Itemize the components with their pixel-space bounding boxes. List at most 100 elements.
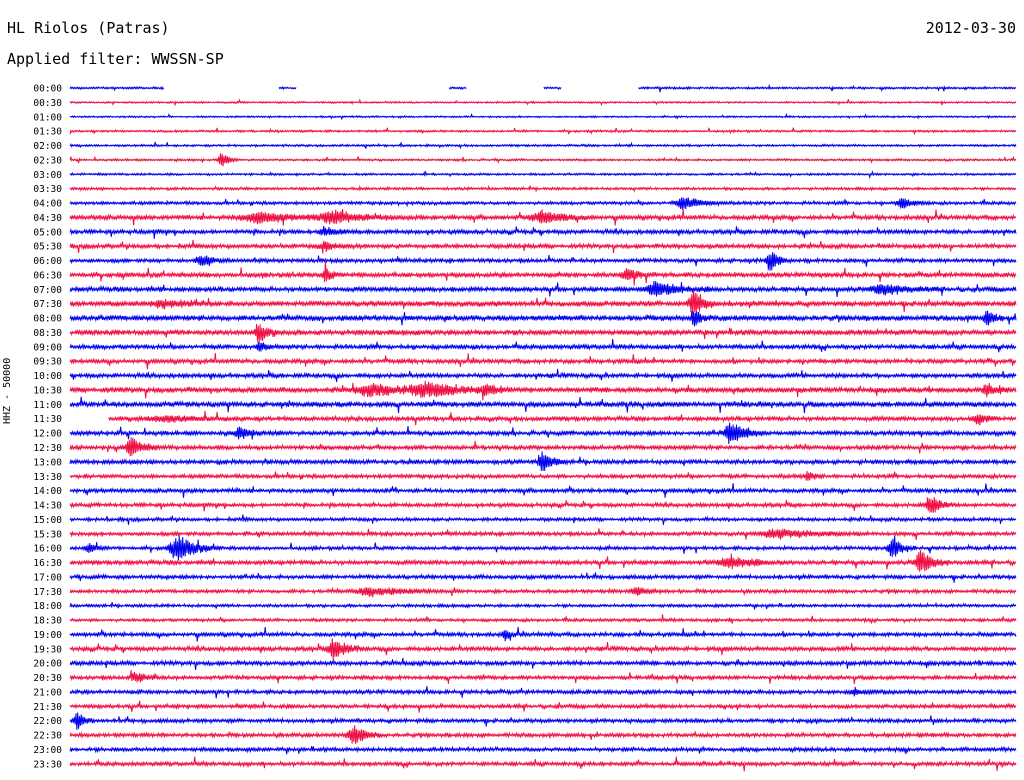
time-tick-1930: 19:30 bbox=[33, 644, 62, 655]
time-tick-1030: 10:30 bbox=[33, 385, 62, 396]
trace-0030 bbox=[69, 98, 1017, 107]
trace-2030 bbox=[69, 670, 1017, 684]
time-tick-2230: 22:30 bbox=[33, 731, 62, 742]
trace-0630 bbox=[69, 259, 1017, 286]
trace-1730 bbox=[69, 586, 1017, 598]
trace-0700 bbox=[69, 280, 1017, 298]
trace-2200 bbox=[69, 712, 1017, 730]
date-label: 2012-03-30 bbox=[925, 19, 1016, 37]
trace-1400 bbox=[69, 483, 1017, 498]
time-tick-0300: 03:00 bbox=[33, 170, 62, 181]
station-title: HL Riolos (Patras) bbox=[7, 19, 170, 37]
trace-1100 bbox=[69, 396, 1017, 414]
time-tick-2300: 23:00 bbox=[33, 745, 62, 756]
trace-1430 bbox=[69, 497, 1017, 513]
time-tick-0430: 04:30 bbox=[33, 213, 62, 224]
time-tick-1430: 14:30 bbox=[33, 501, 62, 512]
time-tick-1330: 13:30 bbox=[33, 472, 62, 483]
time-tick-1130: 11:30 bbox=[33, 414, 62, 425]
trace-1930 bbox=[69, 638, 1017, 661]
time-tick-1200: 12:00 bbox=[33, 429, 62, 440]
time-tick-0930: 09:30 bbox=[33, 357, 62, 368]
time-tick-1400: 14:00 bbox=[33, 486, 62, 497]
time-tick-1600: 16:00 bbox=[33, 544, 62, 555]
trace-0230 bbox=[69, 153, 1017, 167]
trace-0100 bbox=[69, 112, 1017, 121]
time-tick-1100: 11:00 bbox=[33, 400, 62, 411]
time-tick-0630: 06:30 bbox=[33, 270, 62, 281]
trace-0130 bbox=[69, 127, 1017, 136]
time-tick-labels: 00:00 00:30 01:00 01:30 02:00 02:30 03:00 03:30… bbox=[33, 84, 62, 771]
trace-1500 bbox=[69, 514, 1017, 525]
time-tick-2200: 22:00 bbox=[33, 716, 62, 727]
time-tick-1830: 18:30 bbox=[33, 616, 62, 627]
trace-2100 bbox=[69, 686, 1017, 699]
time-tick-1300: 13:00 bbox=[33, 457, 62, 468]
time-tick-1800: 18:00 bbox=[33, 601, 62, 612]
time-tick-2330: 23:30 bbox=[33, 759, 62, 770]
trace-1530 bbox=[69, 528, 1017, 541]
trace-2300 bbox=[69, 745, 1017, 755]
trace-1300 bbox=[69, 451, 1017, 472]
time-tick-1000: 10:00 bbox=[33, 371, 62, 382]
trace-2130 bbox=[69, 700, 1017, 713]
time-tick-0130: 01:30 bbox=[33, 127, 62, 138]
trace-0830 bbox=[69, 323, 1017, 344]
trace-2230 bbox=[69, 725, 1017, 744]
trace-0200 bbox=[69, 141, 1017, 150]
time-tick-2000: 20:00 bbox=[33, 659, 62, 670]
trace-1230 bbox=[69, 437, 1017, 457]
time-tick-1230: 12:30 bbox=[33, 443, 62, 454]
trace-1130 bbox=[108, 411, 1017, 426]
time-tick-1500: 15:00 bbox=[33, 515, 62, 526]
time-tick-0230: 02:30 bbox=[33, 155, 62, 166]
time-tick-0500: 05:00 bbox=[33, 227, 62, 238]
time-tick-0000: 00:00 bbox=[33, 84, 62, 95]
trace-1200 bbox=[69, 422, 1017, 445]
time-tick-2030: 20:30 bbox=[33, 673, 62, 684]
trace-1330 bbox=[69, 471, 1017, 481]
time-tick-0730: 07:30 bbox=[33, 299, 62, 310]
channel-label: HHZ - 50000 bbox=[2, 357, 13, 424]
trace-0730 bbox=[69, 290, 1017, 317]
time-tick-0330: 03:30 bbox=[33, 184, 62, 195]
trace-0300 bbox=[69, 170, 1017, 180]
trace-0800 bbox=[69, 310, 1017, 327]
filter-label: Applied filter: WWSSN-SP bbox=[7, 50, 224, 68]
trace-2330 bbox=[69, 756, 1017, 772]
trace-1630 bbox=[69, 549, 1017, 572]
time-tick-0800: 08:00 bbox=[33, 314, 62, 325]
trace-2000 bbox=[69, 657, 1017, 671]
time-tick-0830: 08:30 bbox=[33, 328, 62, 339]
time-tick-0100: 01:00 bbox=[33, 112, 62, 123]
trace-0600 bbox=[69, 252, 1017, 271]
trace-0430 bbox=[69, 209, 1017, 226]
time-tick-0030: 00:30 bbox=[33, 98, 62, 109]
trace-0330 bbox=[69, 184, 1017, 193]
trace-1700 bbox=[69, 572, 1017, 583]
trace-0400 bbox=[69, 197, 1017, 210]
time-tick-1700: 17:00 bbox=[33, 572, 62, 583]
trace-0930 bbox=[69, 352, 1017, 370]
trace-0530 bbox=[69, 239, 1017, 254]
trace-1830 bbox=[69, 614, 1017, 625]
trace-1600 bbox=[69, 535, 1017, 561]
trace-1900 bbox=[69, 626, 1017, 642]
time-tick-1530: 15:30 bbox=[33, 529, 62, 540]
time-tick-1900: 19:00 bbox=[33, 630, 62, 641]
trace-1030 bbox=[69, 380, 1017, 401]
trace-0000 bbox=[69, 83, 1017, 93]
time-tick-2130: 21:30 bbox=[33, 702, 62, 713]
seismogram-traces bbox=[69, 83, 1017, 772]
time-tick-0900: 09:00 bbox=[33, 342, 62, 353]
time-tick-2100: 21:00 bbox=[33, 687, 62, 698]
trace-1000 bbox=[69, 368, 1017, 383]
time-tick-0530: 05:30 bbox=[33, 242, 62, 253]
trace-0900 bbox=[69, 338, 1017, 353]
time-tick-1630: 16:30 bbox=[33, 558, 62, 569]
time-tick-0600: 06:00 bbox=[33, 256, 62, 267]
trace-1800 bbox=[69, 601, 1017, 610]
time-tick-0200: 02:00 bbox=[33, 141, 62, 152]
time-tick-0400: 04:00 bbox=[33, 199, 62, 210]
